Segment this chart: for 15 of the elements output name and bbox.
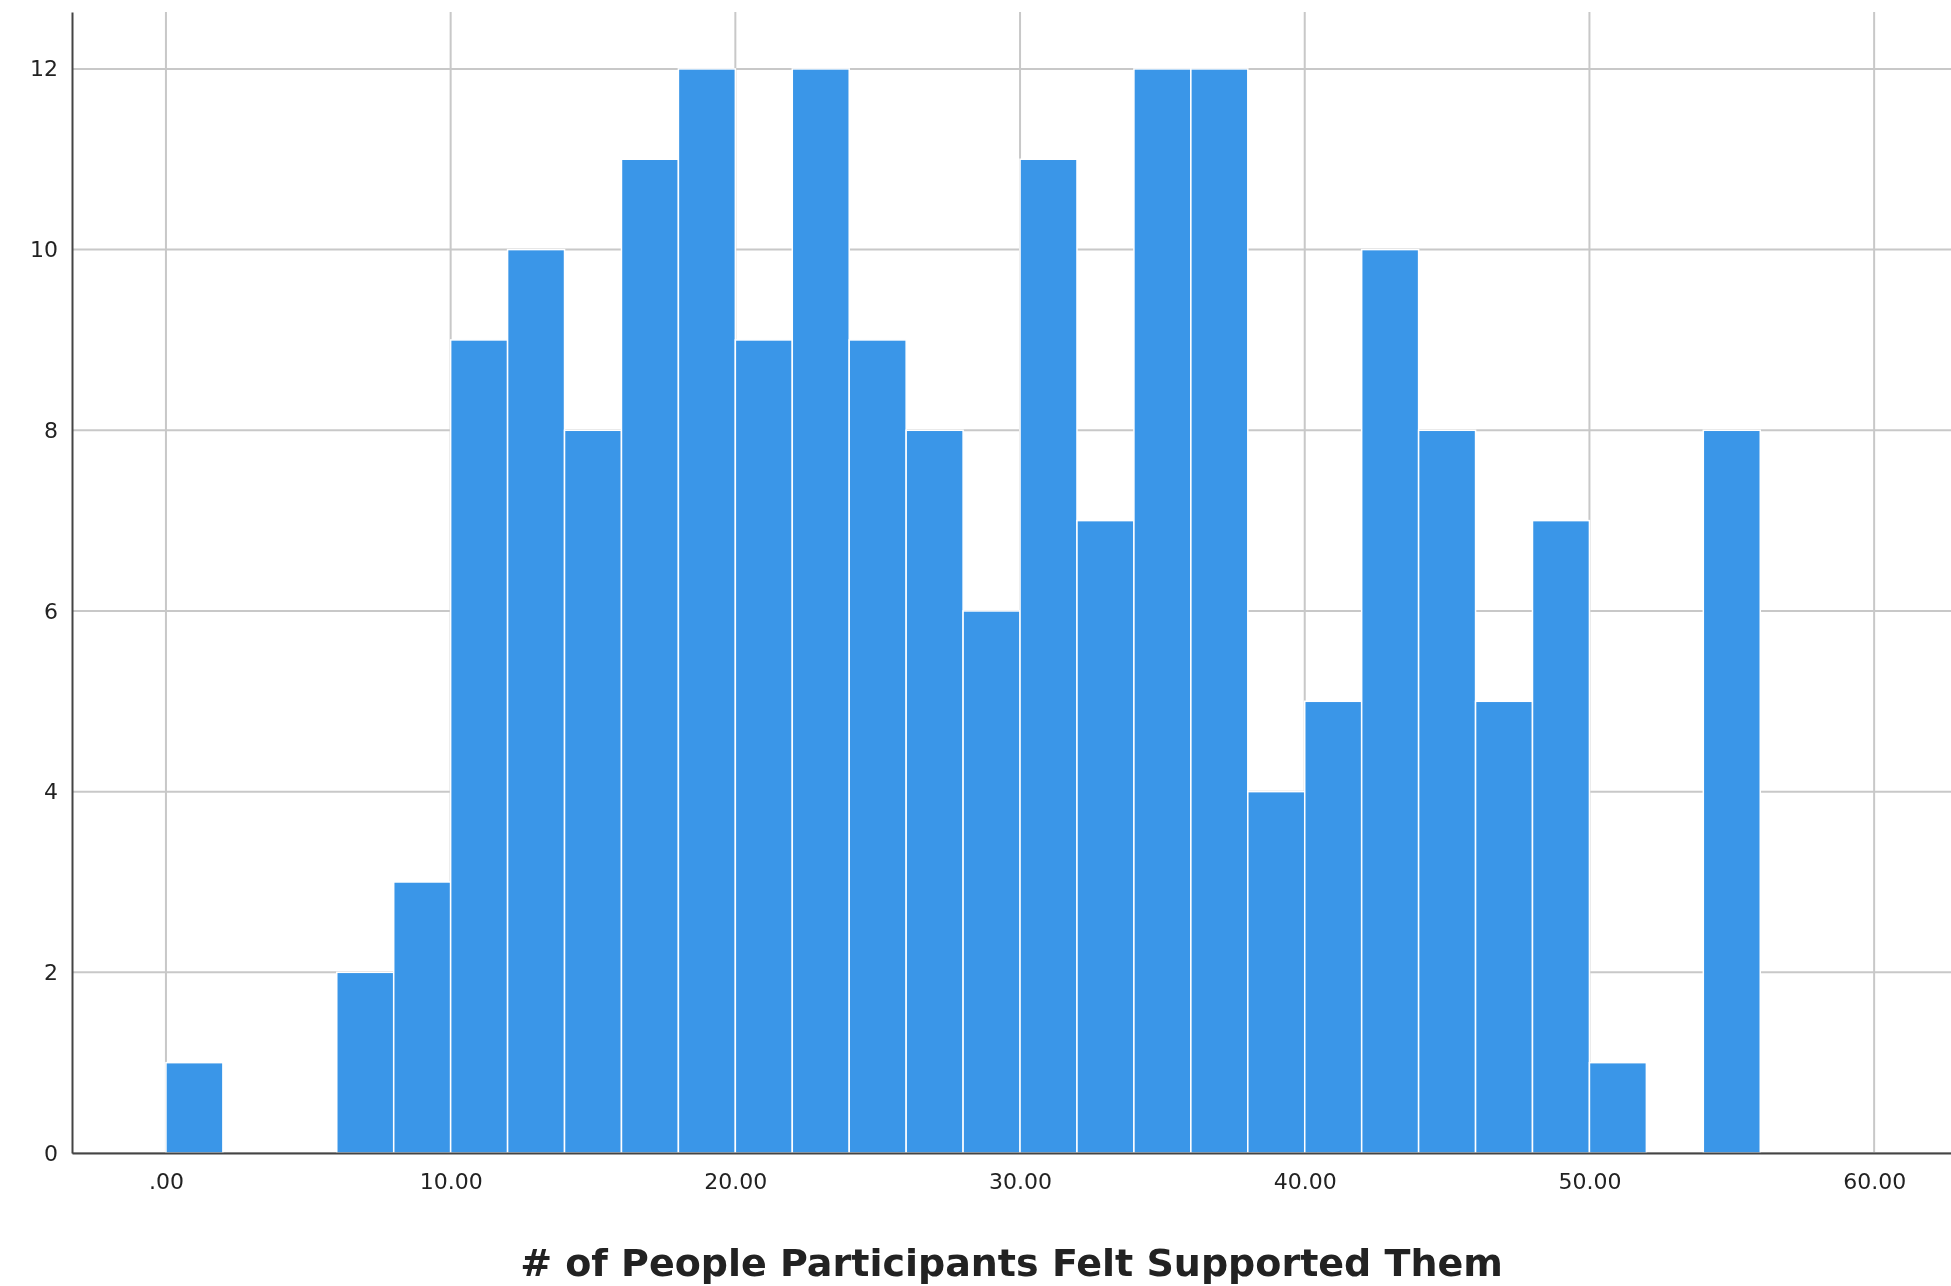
x-tick-label: 40.00 [1273, 1168, 1337, 1194]
x-tick-label: 20.00 [704, 1168, 768, 1194]
x-tick-label: 60.00 [1843, 1168, 1907, 1194]
x-tick-label: 50.00 [1558, 1168, 1622, 1194]
y-tick-label: 4 [44, 779, 58, 805]
x-axis-title: # of People Participants Felt Supported Them [520, 1241, 1503, 1285]
x-tick-label: 10.00 [419, 1168, 483, 1194]
y-tick-label: 12 [30, 56, 58, 82]
x-tick-label: 30.00 [989, 1168, 1053, 1194]
y-tick-label: 8 [44, 417, 58, 443]
x-tick-label: .00 [148, 1168, 184, 1194]
y-tick-label: 10 [30, 237, 58, 263]
y-tick-label: 6 [44, 598, 58, 624]
y-tick-label: 0 [44, 1140, 58, 1166]
y-tick-label: 2 [44, 959, 58, 985]
